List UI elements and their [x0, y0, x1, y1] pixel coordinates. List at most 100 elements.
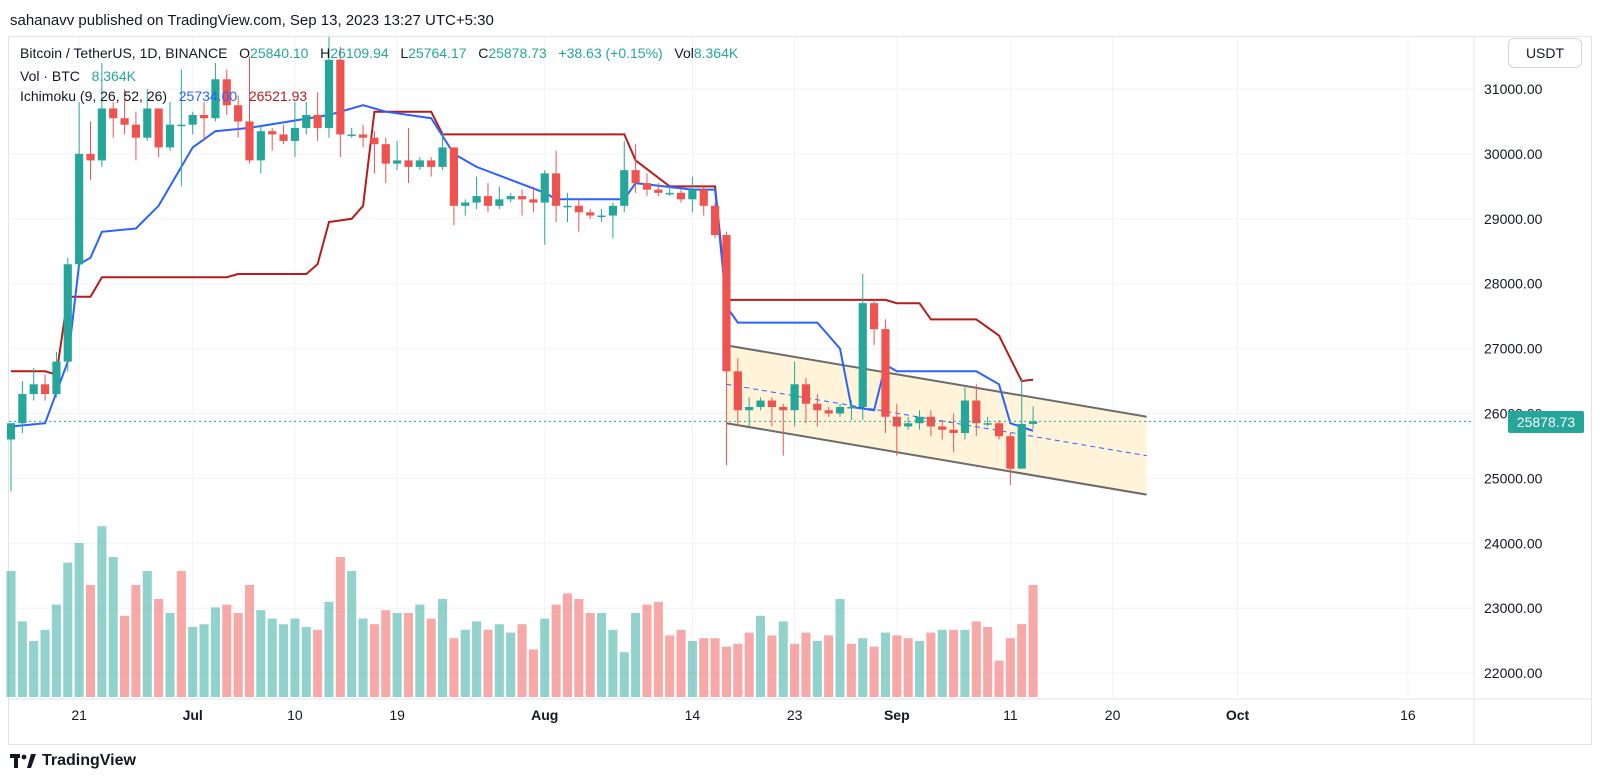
volume-bar — [528, 649, 538, 697]
volume-bar — [608, 629, 618, 697]
volume-bar — [267, 618, 277, 697]
volume-bar — [971, 621, 981, 697]
volume-bar — [574, 599, 584, 697]
y-tick-label: 22000.00 — [1484, 665, 1543, 681]
volume-bar — [494, 624, 504, 697]
x-tick-label: Jul — [183, 707, 203, 723]
volume-bar — [165, 613, 175, 697]
candle-body — [1006, 436, 1015, 469]
volume-bar — [949, 629, 959, 697]
candle-body — [461, 202, 470, 206]
candle-body — [63, 264, 72, 362]
volume-bar — [74, 543, 84, 697]
volume-bar — [835, 599, 845, 697]
volume-bar — [131, 585, 141, 697]
candle-body — [540, 173, 549, 203]
y-tick-label: 24000.00 — [1484, 535, 1543, 551]
candle-body — [620, 170, 629, 206]
candle-body — [676, 192, 686, 200]
candle-body — [835, 407, 845, 414]
parallel-channel — [726, 344, 1147, 496]
candle-body — [222, 79, 231, 106]
volume-bar — [369, 624, 379, 697]
candle-body — [881, 329, 890, 417]
currency-button[interactable]: USDT — [1508, 38, 1582, 68]
candle-body — [313, 114, 322, 128]
volume-bar — [210, 607, 220, 697]
ichimoku-legend: Ichimoku (9, 26, 52, 26) 25734.00 26521.… — [20, 88, 307, 104]
x-tick-label: 21 — [71, 707, 87, 723]
volume-bar — [653, 601, 663, 697]
candle-body — [1017, 423, 1026, 469]
candle-body — [268, 131, 277, 135]
volume-bar — [335, 557, 345, 697]
volume-bar — [85, 585, 96, 697]
candle-body — [75, 153, 84, 265]
high-label: H — [320, 45, 331, 61]
candle-body — [199, 114, 209, 119]
volume-bar — [767, 635, 777, 697]
candle-body — [756, 400, 765, 408]
volume-bar — [778, 621, 788, 697]
candle-body — [813, 403, 822, 411]
candle-body — [745, 407, 754, 411]
candle-body — [767, 400, 776, 408]
volume-bar — [1017, 624, 1027, 697]
candle-body — [52, 361, 61, 395]
volume-bar — [619, 652, 629, 697]
x-tick-label: Oct — [1226, 707, 1250, 723]
candle-body — [949, 429, 958, 433]
candle-body — [86, 153, 95, 161]
x-tick-label: 11 — [1003, 707, 1018, 723]
ichimoku-base-line — [11, 110, 1034, 383]
candle-body — [938, 426, 947, 430]
volume-bar — [699, 638, 709, 697]
x-tick-label: Aug — [531, 707, 558, 723]
tradingview-logo[interactable]: TradingView — [10, 752, 136, 770]
x-tick-label: Sep — [884, 707, 910, 723]
volume-histogram — [6, 526, 1038, 697]
candle-body — [892, 416, 901, 427]
candle-body — [506, 196, 515, 200]
volume-bar — [403, 613, 414, 697]
candle-body — [960, 400, 970, 433]
candle-body — [131, 124, 141, 138]
volume-bar — [358, 618, 368, 697]
volume-bar — [51, 604, 61, 697]
volume-bar — [983, 627, 993, 697]
candle-body — [404, 160, 413, 167]
candle-body — [279, 134, 288, 141]
candle-body — [699, 189, 708, 206]
volume-bar — [40, 629, 50, 697]
volume-bar — [597, 613, 607, 697]
candle-body — [120, 118, 129, 125]
candle-body — [370, 137, 379, 145]
volume-bar — [824, 635, 834, 697]
volume-bar — [347, 571, 357, 697]
volume-bar — [755, 615, 766, 697]
volume-bar — [63, 562, 73, 697]
volume-bar — [1005, 638, 1015, 697]
volume-bar — [642, 604, 652, 697]
volume-bar — [176, 571, 186, 697]
candle-body — [517, 196, 527, 200]
channel-midline — [726, 383, 1147, 457]
candle-body — [256, 131, 265, 161]
candle-body — [381, 144, 390, 164]
volume-bar — [733, 643, 743, 697]
volume-bar — [551, 604, 561, 697]
candle-body — [495, 199, 504, 206]
volume-bar — [790, 643, 800, 697]
volume-bar — [415, 604, 425, 697]
candle-body — [427, 160, 436, 167]
volume-bar — [142, 571, 152, 697]
volume-bar — [665, 635, 675, 697]
grid — [9, 37, 1474, 698]
volume-bar — [426, 618, 436, 697]
candle-body — [211, 79, 220, 119]
candle-body — [245, 121, 254, 161]
volume-bar — [108, 557, 118, 697]
x-tick-label: 16 — [1400, 707, 1416, 723]
publish-caption: sahanavv published on TradingView.com, S… — [10, 12, 494, 29]
